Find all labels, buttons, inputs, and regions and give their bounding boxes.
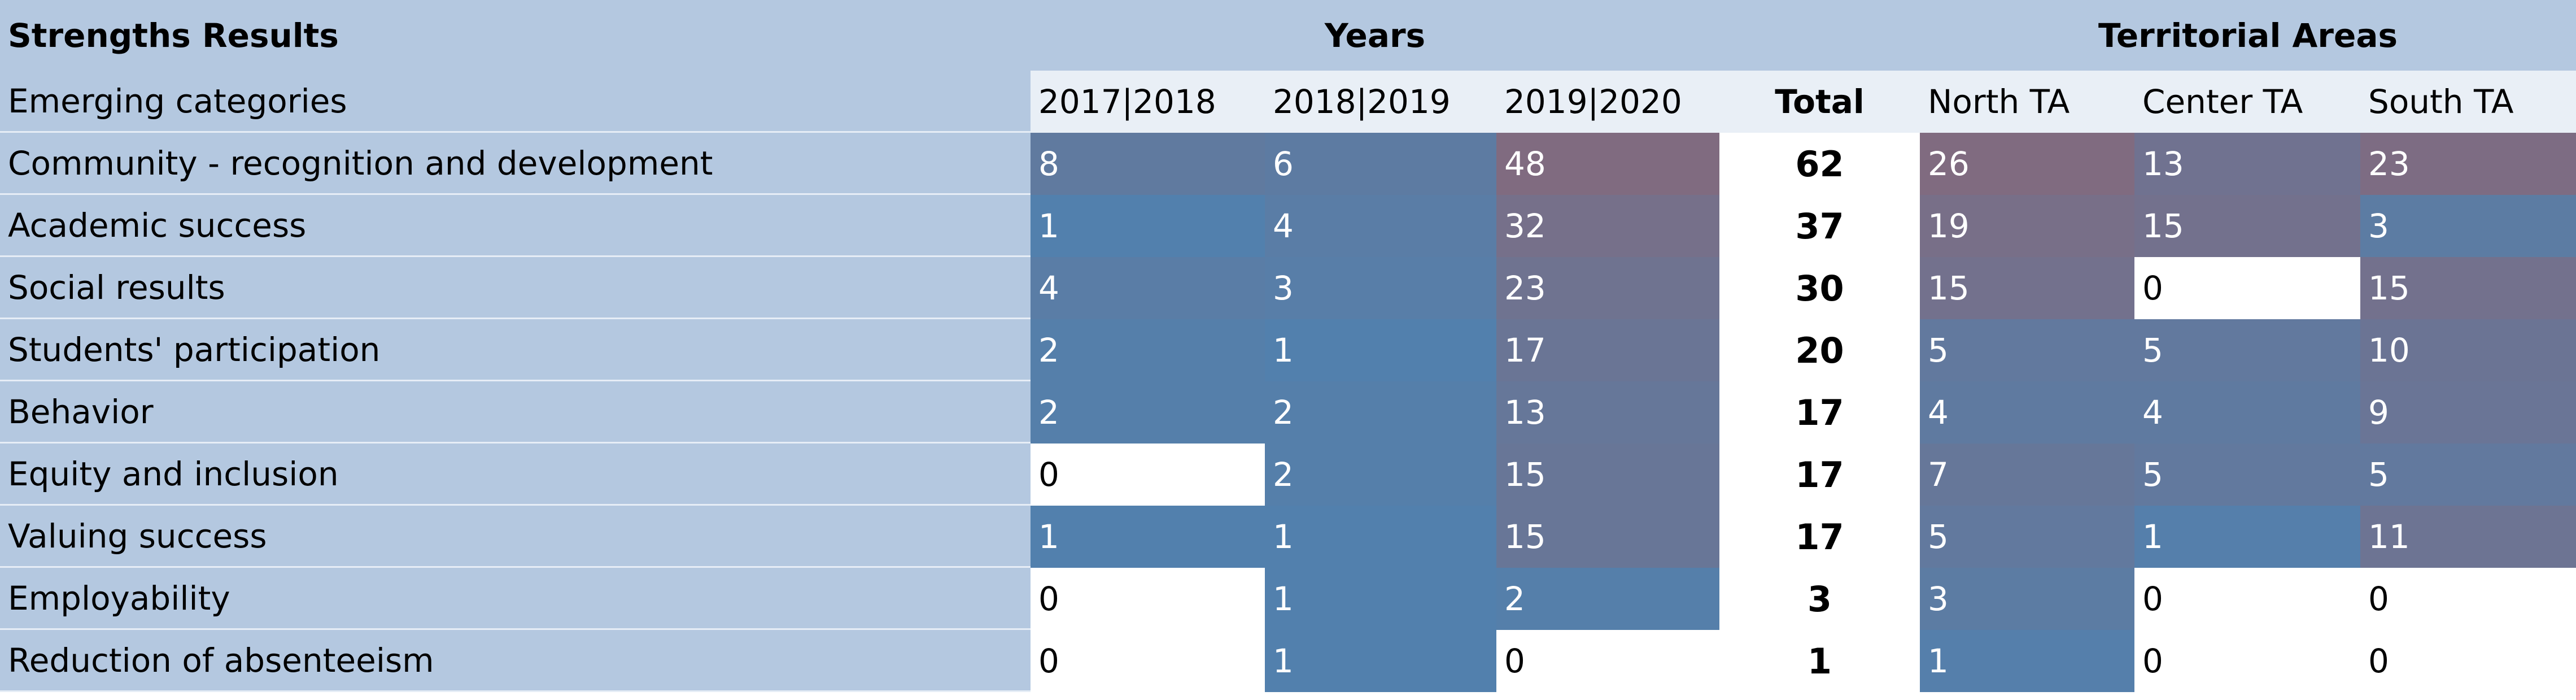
row-category-label: Equity and inclusion <box>0 444 1031 506</box>
heatmap-cell-area: 11 <box>2360 506 2576 568</box>
heatmap-cell-year: 4 <box>1031 257 1265 319</box>
heatmap-cell-area: 7 <box>1920 444 2134 506</box>
heatmap-cell-year: 2 <box>1265 444 1496 506</box>
row-total-value: 3 <box>1719 568 1920 630</box>
heatmap-cell-area: 19 <box>1920 195 2134 257</box>
heatmap-cell-area: 1 <box>2134 506 2360 568</box>
heatmap-cell-year: 15 <box>1496 444 1719 506</box>
heatmap-cell-year: 48 <box>1496 133 1719 195</box>
column-header-area: North TA <box>1920 71 2134 133</box>
column-header-year: 2019|2020 <box>1496 71 1719 133</box>
heatmap-cell-area: 15 <box>1920 257 2134 319</box>
heatmap-cell-area: 13 <box>2134 133 2360 195</box>
row-total-value: 1 <box>1719 630 1920 692</box>
column-header-category: Emerging categories <box>0 71 1031 133</box>
heatmap-cell-year: 32 <box>1496 195 1719 257</box>
header-total-blank <box>1719 0 1920 71</box>
heatmap-cell-year: 17 <box>1496 319 1719 381</box>
heatmap-cell-year: 2 <box>1265 381 1496 444</box>
row-total-value: 62 <box>1719 133 1920 195</box>
heatmap-cell-area: 0 <box>2360 630 2576 692</box>
heatmap-cell-area: 15 <box>2134 195 2360 257</box>
row-category-label: Behavior <box>0 381 1031 444</box>
heatmap-cell-area: 0 <box>2134 257 2360 319</box>
column-header-year: 2018|2019 <box>1265 71 1496 133</box>
heatmap-cell-area: 26 <box>1920 133 2134 195</box>
heatmap-cell-year: 2 <box>1496 568 1719 630</box>
row-category-label: Academic success <box>0 195 1031 257</box>
heatmap-cell-year: 1 <box>1265 506 1496 568</box>
heatmap-cell-year: 1 <box>1031 506 1265 568</box>
heatmap-cell-year: 0 <box>1031 444 1265 506</box>
row-category-label: Employability <box>0 568 1031 630</box>
heatmap-cell-area: 5 <box>1920 319 2134 381</box>
heatmap-cell-year: 1 <box>1265 568 1496 630</box>
heatmap-cell-area: 0 <box>2134 568 2360 630</box>
heatmap-cell-year: 0 <box>1031 630 1265 692</box>
heatmap-cell-area: 5 <box>1920 506 2134 568</box>
heatmap-cell-year: 6 <box>1265 133 1496 195</box>
row-category-label: Valuing success <box>0 506 1031 568</box>
row-total-value: 17 <box>1719 381 1920 444</box>
heatmap-cell-area: 1 <box>1920 630 2134 692</box>
heatmap-cell-area: 5 <box>2134 444 2360 506</box>
row-category-label: Students' participation <box>0 319 1031 381</box>
column-header-total: Total <box>1719 71 1920 133</box>
heatmap-cell-area: 0 <box>2134 630 2360 692</box>
heatmap-cell-area: 10 <box>2360 319 2576 381</box>
heatmap-cell-area: 4 <box>2134 381 2360 444</box>
heatmap-cell-area: 23 <box>2360 133 2576 195</box>
heatmap-cell-area: 15 <box>2360 257 2576 319</box>
row-category-label: Community - recognition and development <box>0 133 1031 195</box>
heatmap-cell-area: 3 <box>1920 568 2134 630</box>
heatmap-cell-year: 8 <box>1031 133 1265 195</box>
row-total-value: 17 <box>1719 506 1920 568</box>
heatmap-cell-area: 3 <box>2360 195 2576 257</box>
heatmap-cell-area: 5 <box>2134 319 2360 381</box>
heatmap-cell-area: 9 <box>2360 381 2576 444</box>
heatmap-cell-year: 2 <box>1031 319 1265 381</box>
heatmap-cell-year: 13 <box>1496 381 1719 444</box>
heatmap-cell-year: 23 <box>1496 257 1719 319</box>
heatmap-cell-year: 0 <box>1031 568 1265 630</box>
heatmap-cell-year: 1 <box>1265 319 1496 381</box>
header-areas-group: Territorial Areas <box>1920 0 2576 71</box>
row-total-value: 17 <box>1719 444 1920 506</box>
heatmap-cell-area: 0 <box>2360 568 2576 630</box>
column-header-area: Center TA <box>2134 71 2360 133</box>
row-total-value: 30 <box>1719 257 1920 319</box>
heatmap-cell-year: 0 <box>1496 630 1719 692</box>
heatmap-cell-year: 1 <box>1265 630 1496 692</box>
heatmap-cell-year: 4 <box>1265 195 1496 257</box>
row-total-value: 37 <box>1719 195 1920 257</box>
heatmap-cell-year: 1 <box>1031 195 1265 257</box>
header-years-group: Years <box>1031 0 1719 71</box>
row-category-label: Social results <box>0 257 1031 319</box>
heatmap-cell-area: 5 <box>2360 444 2576 506</box>
column-header-year: 2017|2018 <box>1031 71 1265 133</box>
heatmap-cell-year: 15 <box>1496 506 1719 568</box>
heatmap-cell-year: 2 <box>1031 381 1265 444</box>
row-category-label: Reduction of absenteeism <box>0 630 1031 692</box>
row-total-value: 20 <box>1719 319 1920 381</box>
heatmap-cell-area: 4 <box>1920 381 2134 444</box>
heatmap-cell-year: 3 <box>1265 257 1496 319</box>
header-corner: Strengths Results <box>0 0 1031 71</box>
column-header-area: South TA <box>2360 71 2576 133</box>
